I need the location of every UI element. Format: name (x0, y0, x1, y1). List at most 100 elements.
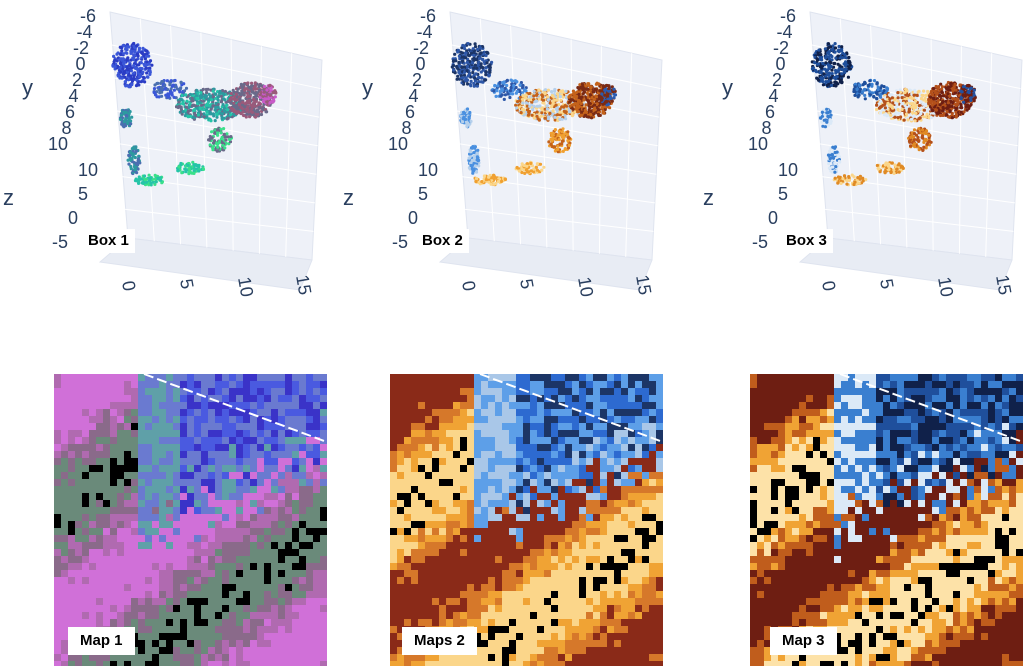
map-cell (292, 374, 299, 381)
point (917, 127, 921, 131)
point (559, 90, 563, 94)
point (133, 167, 137, 172)
point (482, 174, 486, 178)
point (243, 105, 247, 109)
point (839, 181, 843, 185)
map-cell (250, 458, 257, 465)
map-cell (124, 409, 131, 416)
y-tick-label: 0 (775, 54, 785, 74)
point (457, 60, 461, 65)
map-cell (222, 444, 229, 451)
point (456, 74, 460, 78)
point (121, 61, 126, 66)
point (468, 82, 472, 87)
map-cell (138, 409, 145, 416)
point (511, 88, 515, 93)
map-cell (313, 465, 320, 472)
map-cell (131, 458, 138, 465)
map-cell (215, 423, 222, 430)
point (520, 170, 524, 175)
point (460, 76, 465, 80)
map-cell (208, 472, 215, 479)
map-cell (117, 402, 124, 409)
point (208, 111, 212, 115)
point (258, 105, 262, 109)
point (872, 95, 876, 99)
point (909, 117, 914, 121)
map-cell (215, 381, 222, 388)
z-tick-label: 0 (768, 208, 778, 228)
map-cell (110, 395, 117, 402)
point (560, 134, 564, 138)
point (828, 120, 832, 124)
point (128, 153, 132, 158)
point (222, 109, 227, 113)
map-cell (68, 374, 75, 381)
map-cell (208, 444, 215, 451)
point (477, 60, 481, 64)
map-cell (250, 409, 257, 416)
point (538, 162, 543, 166)
point (551, 102, 555, 106)
point (121, 67, 125, 71)
point (132, 41, 136, 46)
point (836, 175, 841, 179)
map-cell (208, 381, 215, 388)
point (179, 86, 183, 90)
point (863, 97, 867, 101)
point (836, 49, 840, 53)
point (476, 47, 480, 52)
point (245, 91, 249, 95)
map-cell (243, 409, 250, 416)
point (559, 98, 563, 102)
point (144, 49, 148, 53)
point (476, 148, 480, 152)
point (816, 62, 820, 66)
point (267, 84, 271, 88)
map-cell (285, 444, 292, 451)
map-cell (103, 437, 110, 444)
point (211, 89, 215, 93)
point (586, 87, 590, 91)
y-tick-label: 4 (68, 86, 78, 106)
point (462, 44, 466, 48)
map-cell (271, 381, 278, 388)
point (609, 96, 613, 101)
point (250, 107, 254, 111)
z-tick-label: 10 (778, 160, 798, 180)
point (565, 133, 569, 137)
point (551, 131, 555, 135)
point (481, 68, 485, 72)
point (494, 94, 498, 98)
map-cell (82, 458, 89, 465)
point (517, 89, 522, 94)
map-cell (124, 465, 131, 472)
point (238, 97, 242, 101)
point (472, 156, 477, 160)
map-cell (82, 374, 89, 381)
point (920, 93, 924, 97)
map-cell (145, 465, 152, 472)
point (242, 113, 246, 118)
y-tick-label: 8 (61, 118, 71, 138)
map-cell (159, 451, 166, 458)
map-cell (306, 388, 313, 395)
point (567, 95, 571, 99)
point (845, 182, 849, 186)
point (840, 56, 845, 60)
point (131, 58, 135, 62)
point (210, 136, 214, 140)
map-cell (75, 402, 82, 409)
map-cell (145, 416, 152, 423)
point (568, 104, 572, 108)
map-cell (145, 451, 152, 458)
map-cell (201, 451, 208, 458)
map-cell (201, 430, 208, 437)
map-cell (278, 388, 285, 395)
point (919, 112, 923, 116)
point (827, 115, 831, 119)
map-cell (180, 381, 187, 388)
map-cell (215, 472, 222, 479)
point (252, 104, 256, 108)
